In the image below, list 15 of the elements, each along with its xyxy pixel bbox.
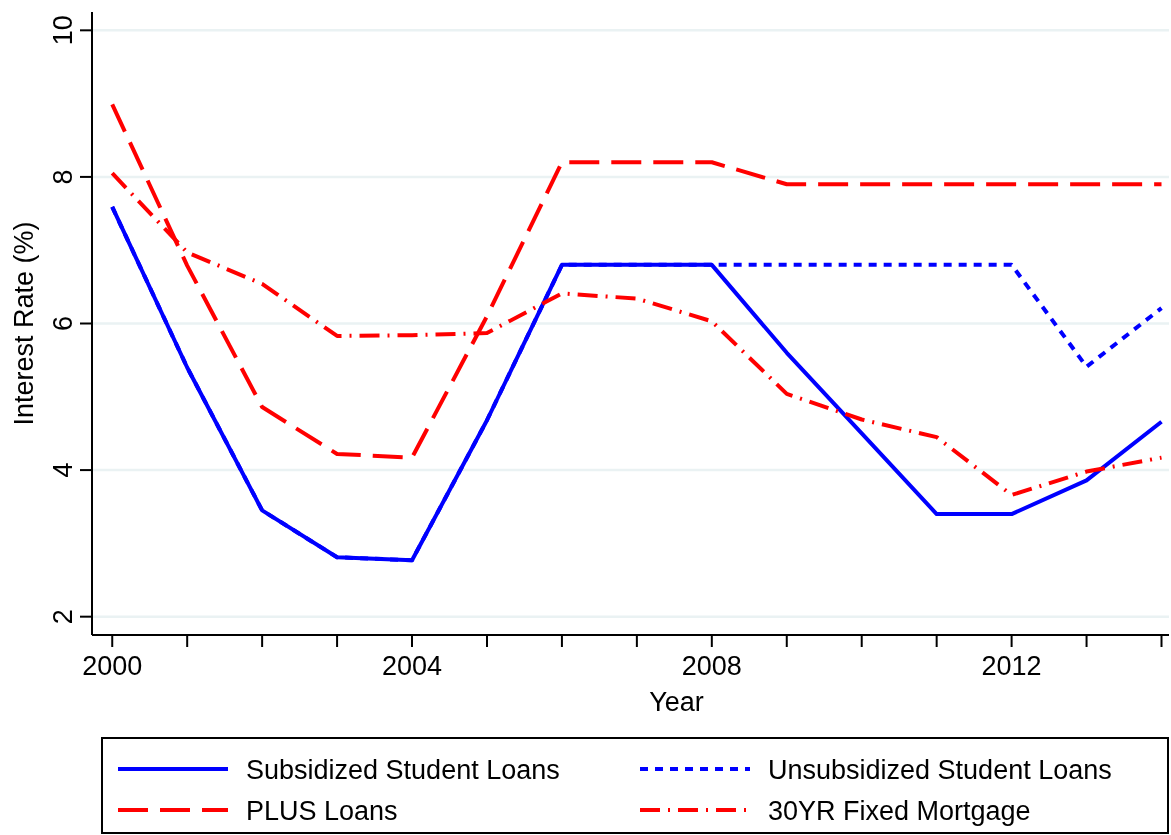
legend-label: 30YR Fixed Mortgage	[768, 796, 1031, 826]
x-tick-label: 2012	[981, 651, 1042, 681]
y-tick-label: 2	[48, 609, 78, 625]
legend-label: Unsubsidized Student Loans	[768, 755, 1112, 785]
x-tick-label: 2004	[381, 651, 443, 681]
x-axis-title: Year	[649, 687, 704, 717]
y-axis-title: Interest Rate (%)	[9, 221, 39, 426]
y-tick-label: 6	[48, 315, 78, 332]
y-tick-label: 10	[48, 15, 78, 46]
y-tick-label: 8	[48, 169, 78, 185]
x-tick-label: 2000	[82, 651, 143, 681]
legend-label: Subsidized Student Loans	[246, 755, 560, 785]
x-tick-label: 2008	[681, 651, 742, 681]
y-tick-label: 4	[48, 462, 78, 478]
legend-label: PLUS Loans	[246, 796, 398, 826]
